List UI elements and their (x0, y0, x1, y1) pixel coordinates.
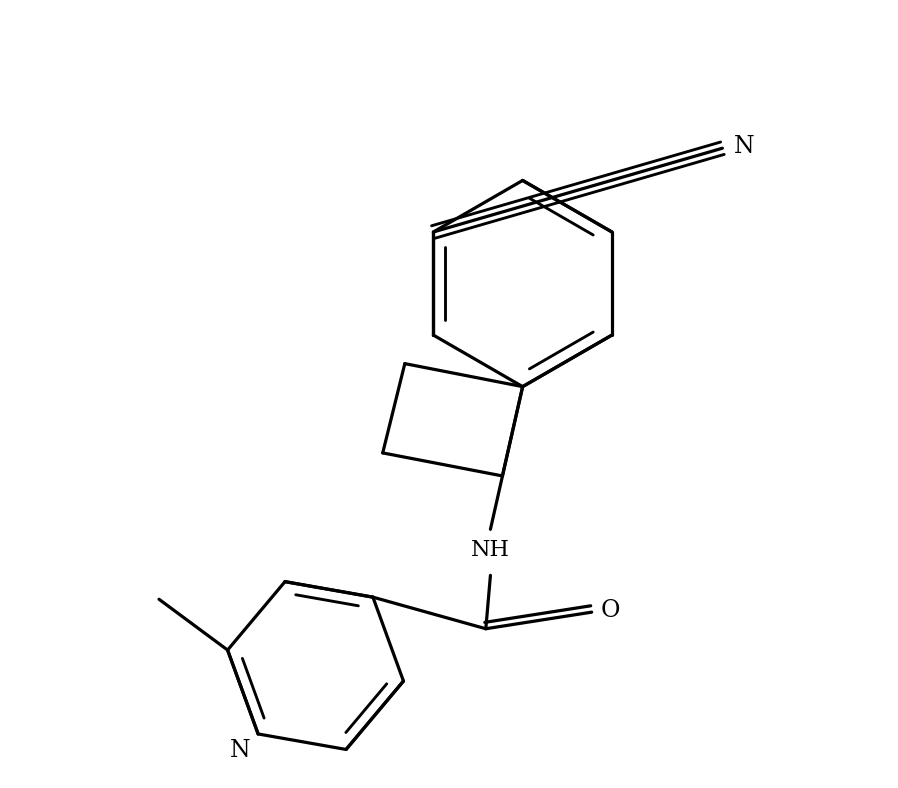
Text: NH: NH (471, 538, 510, 560)
Text: O: O (601, 599, 621, 622)
Text: N: N (230, 738, 251, 761)
Text: N: N (735, 135, 755, 158)
